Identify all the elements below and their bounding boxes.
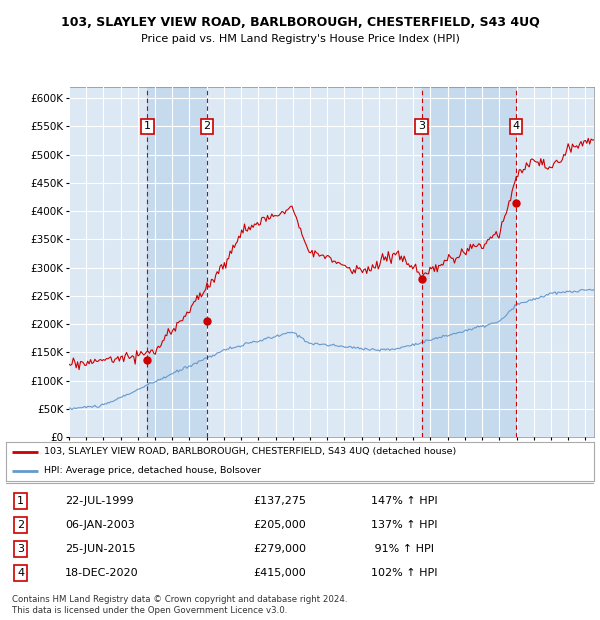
Text: HPI: Average price, detached house, Bolsover: HPI: Average price, detached house, Bols… <box>44 466 261 476</box>
Text: 137% ↑ HPI: 137% ↑ HPI <box>371 520 437 530</box>
Text: 147% ↑ HPI: 147% ↑ HPI <box>371 496 437 507</box>
Text: £205,000: £205,000 <box>253 520 306 530</box>
Text: 25-JUN-2015: 25-JUN-2015 <box>65 544 136 554</box>
Text: 06-JAN-2003: 06-JAN-2003 <box>65 520 134 530</box>
Text: 1: 1 <box>144 122 151 131</box>
Text: 103, SLAYLEY VIEW ROAD, BARLBOROUGH, CHESTERFIELD, S43 4UQ: 103, SLAYLEY VIEW ROAD, BARLBOROUGH, CHE… <box>61 16 539 29</box>
Text: £137,275: £137,275 <box>253 496 306 507</box>
Text: 22-JUL-1999: 22-JUL-1999 <box>65 496 133 507</box>
Text: 103, SLAYLEY VIEW ROAD, BARLBOROUGH, CHESTERFIELD, S43 4UQ (detached house): 103, SLAYLEY VIEW ROAD, BARLBOROUGH, CHE… <box>44 447 457 456</box>
Text: 2: 2 <box>17 520 24 530</box>
Text: Contains HM Land Registry data © Crown copyright and database right 2024.: Contains HM Land Registry data © Crown c… <box>12 595 347 604</box>
Text: 102% ↑ HPI: 102% ↑ HPI <box>371 568 437 578</box>
Text: 3: 3 <box>17 544 24 554</box>
Text: Price paid vs. HM Land Registry's House Price Index (HPI): Price paid vs. HM Land Registry's House … <box>140 34 460 44</box>
Text: 3: 3 <box>418 122 425 131</box>
Text: 4: 4 <box>512 122 520 131</box>
Text: 2: 2 <box>203 122 211 131</box>
Bar <box>422 87 516 437</box>
Text: £415,000: £415,000 <box>253 568 306 578</box>
Text: This data is licensed under the Open Government Licence v3.0.: This data is licensed under the Open Gov… <box>12 606 287 616</box>
Text: 91% ↑ HPI: 91% ↑ HPI <box>371 544 434 554</box>
Text: 1: 1 <box>17 496 24 507</box>
Text: 4: 4 <box>17 568 24 578</box>
Text: £279,000: £279,000 <box>253 544 306 554</box>
Bar <box>148 87 207 437</box>
Text: 18-DEC-2020: 18-DEC-2020 <box>65 568 139 578</box>
